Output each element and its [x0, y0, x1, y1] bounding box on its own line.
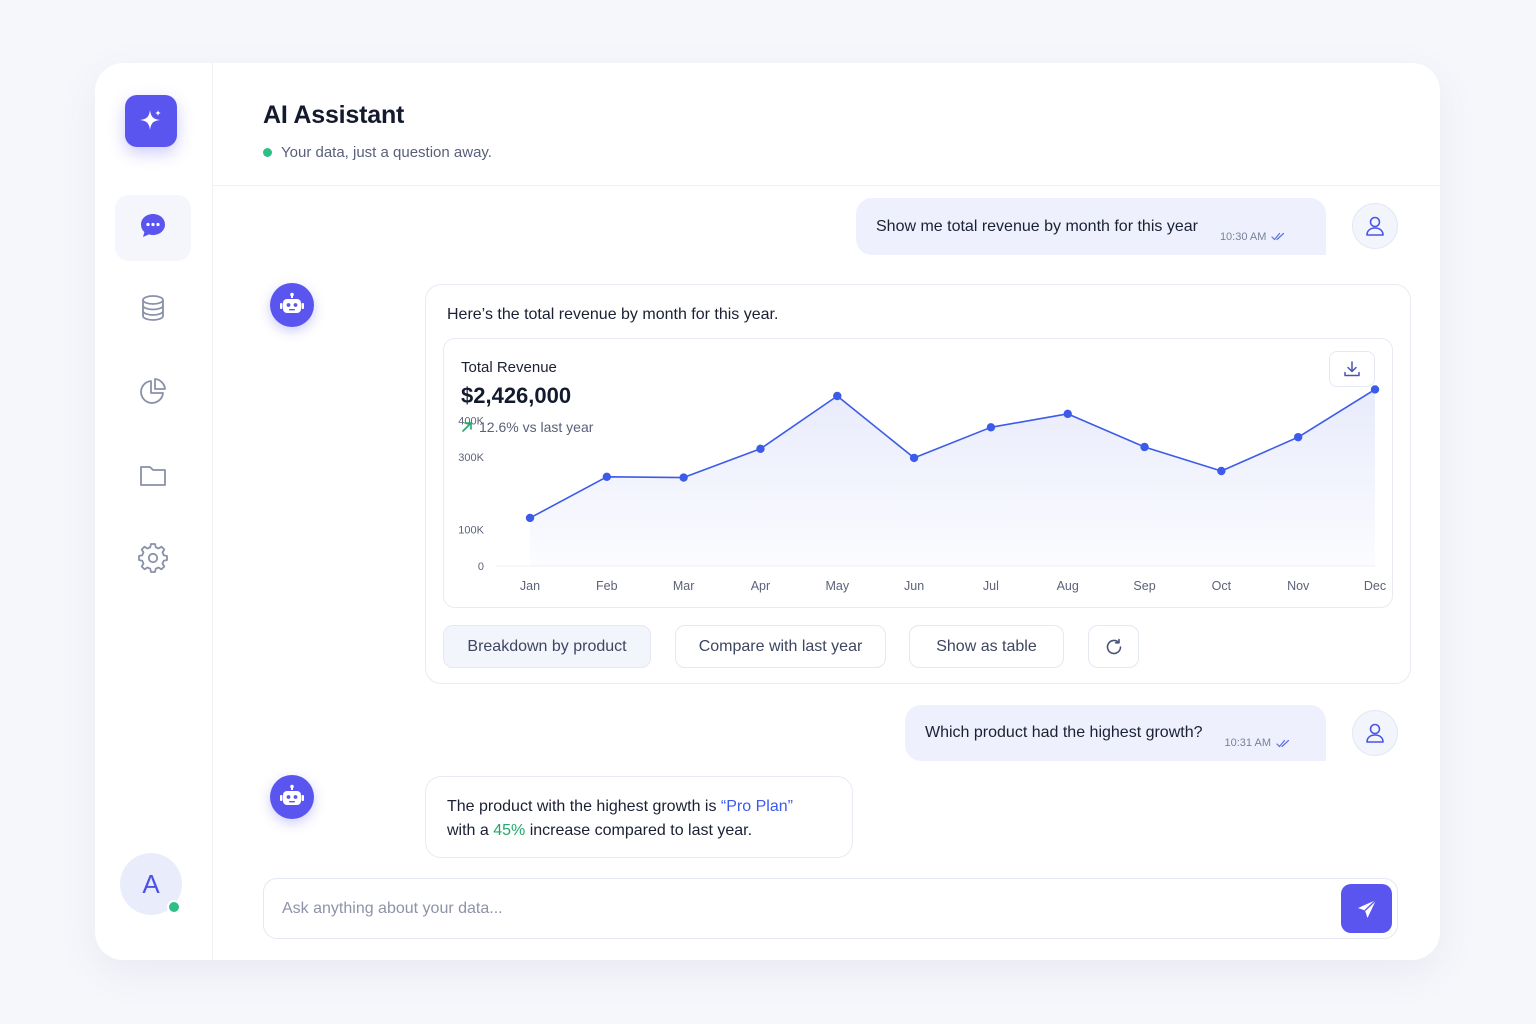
- data-point-sep: [1140, 442, 1149, 452]
- message-meta: 10:31 AM: [1225, 737, 1290, 749]
- status-dot: [263, 148, 272, 157]
- bot-message-card: Here’s the total revenue by month for th…: [425, 284, 1411, 684]
- answer-text: increase compared to last year.: [525, 822, 753, 839]
- y-tick-label: 100K: [458, 525, 484, 537]
- sidebar-item-chat[interactable]: [115, 195, 191, 261]
- bot-avatar-icon: [270, 775, 314, 819]
- data-point-may: [833, 391, 842, 401]
- x-tick-label: Jul: [983, 579, 999, 593]
- chart-area-fill: [530, 389, 1375, 566]
- data-point-apr: [756, 444, 765, 453]
- x-tick-label: Dec: [1364, 579, 1386, 593]
- user-message: Show me total revenue by month for this …: [856, 198, 1326, 255]
- data-point-feb: [602, 472, 612, 482]
- send-button[interactable]: [1341, 884, 1392, 933]
- sparkle-logo-icon[interactable]: [125, 95, 177, 147]
- sidebar-item-settings[interactable]: [115, 527, 191, 593]
- data-point-dec: [1370, 385, 1380, 394]
- folder-icon: [138, 460, 168, 495]
- x-tick-label: Nov: [1287, 579, 1310, 593]
- user-message-text: Which product had the highest growth?: [925, 724, 1203, 741]
- x-tick-label: Jun: [904, 579, 924, 593]
- bot-message-card: The product with the highest growth is “…: [425, 776, 853, 858]
- bot-message-text: The product with the highest growth is “…: [447, 795, 793, 843]
- chat-main: AI Assistant Your data, just a question …: [213, 63, 1440, 960]
- chart-change-text: 12.6% vs last year: [479, 419, 594, 435]
- revenue-chart-card: Jan Feb Mar Apr May Jun Jul Aug Sep Oct Nov Dec 0 100…: [443, 338, 1393, 608]
- product-name-highlight: “Pro Plan”: [720, 798, 793, 815]
- data-point-jul: [986, 423, 996, 432]
- user-avatar-icon: [1352, 710, 1398, 756]
- app-window: A AI Assistant Your data, just a questio…: [95, 63, 1440, 960]
- data-point-jun: [909, 453, 919, 463]
- breakdown-by-product-button[interactable]: Breakdown by product: [443, 625, 651, 668]
- data-point-nov: [1293, 432, 1303, 442]
- trend-up-icon: [462, 422, 472, 432]
- data-point-jan: [525, 513, 535, 523]
- page-title: AI Assistant: [263, 101, 405, 129]
- pie-chart-icon: [138, 376, 168, 411]
- x-tick-label: Jan: [520, 579, 540, 593]
- data-point-oct: [1217, 466, 1226, 476]
- header-divider: [213, 185, 1440, 186]
- refresh-button[interactable]: [1088, 625, 1139, 668]
- message-time: 10:31 AM: [1224, 737, 1271, 749]
- sidebar-item-files[interactable]: [115, 444, 191, 510]
- show-as-table-button[interactable]: Show as table: [909, 625, 1064, 668]
- x-tick-label: Aug: [1057, 579, 1079, 593]
- x-tick-label: Oct: [1212, 579, 1232, 593]
- avatar-initial: A: [142, 868, 160, 899]
- bot-avatar-icon: [270, 283, 314, 327]
- user-avatar[interactable]: A: [120, 853, 182, 915]
- user-message: Which product had the highest growth? 10…: [905, 705, 1326, 761]
- data-point-mar: [679, 473, 688, 482]
- x-tick-label: Sep: [1133, 579, 1155, 593]
- download-icon: [1344, 361, 1360, 377]
- gear-icon: [138, 542, 168, 578]
- chart-total-value: $2,426,000: [461, 383, 572, 408]
- send-icon: [1357, 898, 1376, 918]
- message-meta: 10:30 AM: [1220, 231, 1285, 243]
- double-check-icon: [1276, 739, 1290, 747]
- refresh-icon: [1106, 638, 1121, 654]
- sidebar-item-analytics[interactable]: [115, 360, 191, 426]
- y-tick-label: 400K: [458, 415, 484, 427]
- online-status-dot: [167, 900, 181, 914]
- y-tick-label: 0: [478, 561, 484, 573]
- chat-header: AI Assistant Your data, just a question …: [263, 101, 492, 161]
- user-avatar-icon: [1352, 203, 1398, 249]
- sidebar-item-database[interactable]: [115, 277, 191, 343]
- revenue-line-chart: Jan Feb Mar Apr May Jun Jul Aug Sep Oct Nov Dec 0 100…: [458, 385, 1386, 593]
- x-tick-label: Feb: [596, 579, 618, 593]
- data-point-aug: [1063, 409, 1072, 419]
- x-tick-label: May: [825, 579, 849, 593]
- growth-percent-highlight: 45%: [493, 822, 526, 839]
- answer-text: with a: [447, 822, 494, 839]
- compare-last-year-button[interactable]: Compare with last year: [675, 625, 886, 668]
- chart-title: Total Revenue: [461, 359, 557, 376]
- user-message-text: Show me total revenue by month for this …: [876, 217, 1198, 235]
- chart-change: 12.6% vs last year: [461, 419, 593, 435]
- database-icon: [138, 293, 168, 328]
- message-time: 10:30 AM: [1219, 230, 1267, 243]
- double-check-icon: [1271, 232, 1285, 241]
- y-tick-label: 300K: [458, 452, 484, 464]
- sidebar: A: [95, 63, 213, 960]
- chat-icon: [137, 210, 169, 247]
- answer-text: The product with the highest growth is: [447, 798, 721, 815]
- message-composer: [263, 878, 1398, 939]
- chat-input[interactable]: [282, 879, 1322, 938]
- subtitle-text: Your data, just a question away.: [281, 144, 492, 161]
- revenue-series-line: [529, 388, 1376, 519]
- bot-message-text: Here’s the total revenue by month for th…: [447, 306, 779, 323]
- download-button[interactable]: [1329, 351, 1375, 387]
- page-subtitle: Your data, just a question away.: [263, 144, 492, 161]
- x-tick-label: Mar: [673, 579, 695, 593]
- x-tick-label: Apr: [751, 579, 770, 593]
